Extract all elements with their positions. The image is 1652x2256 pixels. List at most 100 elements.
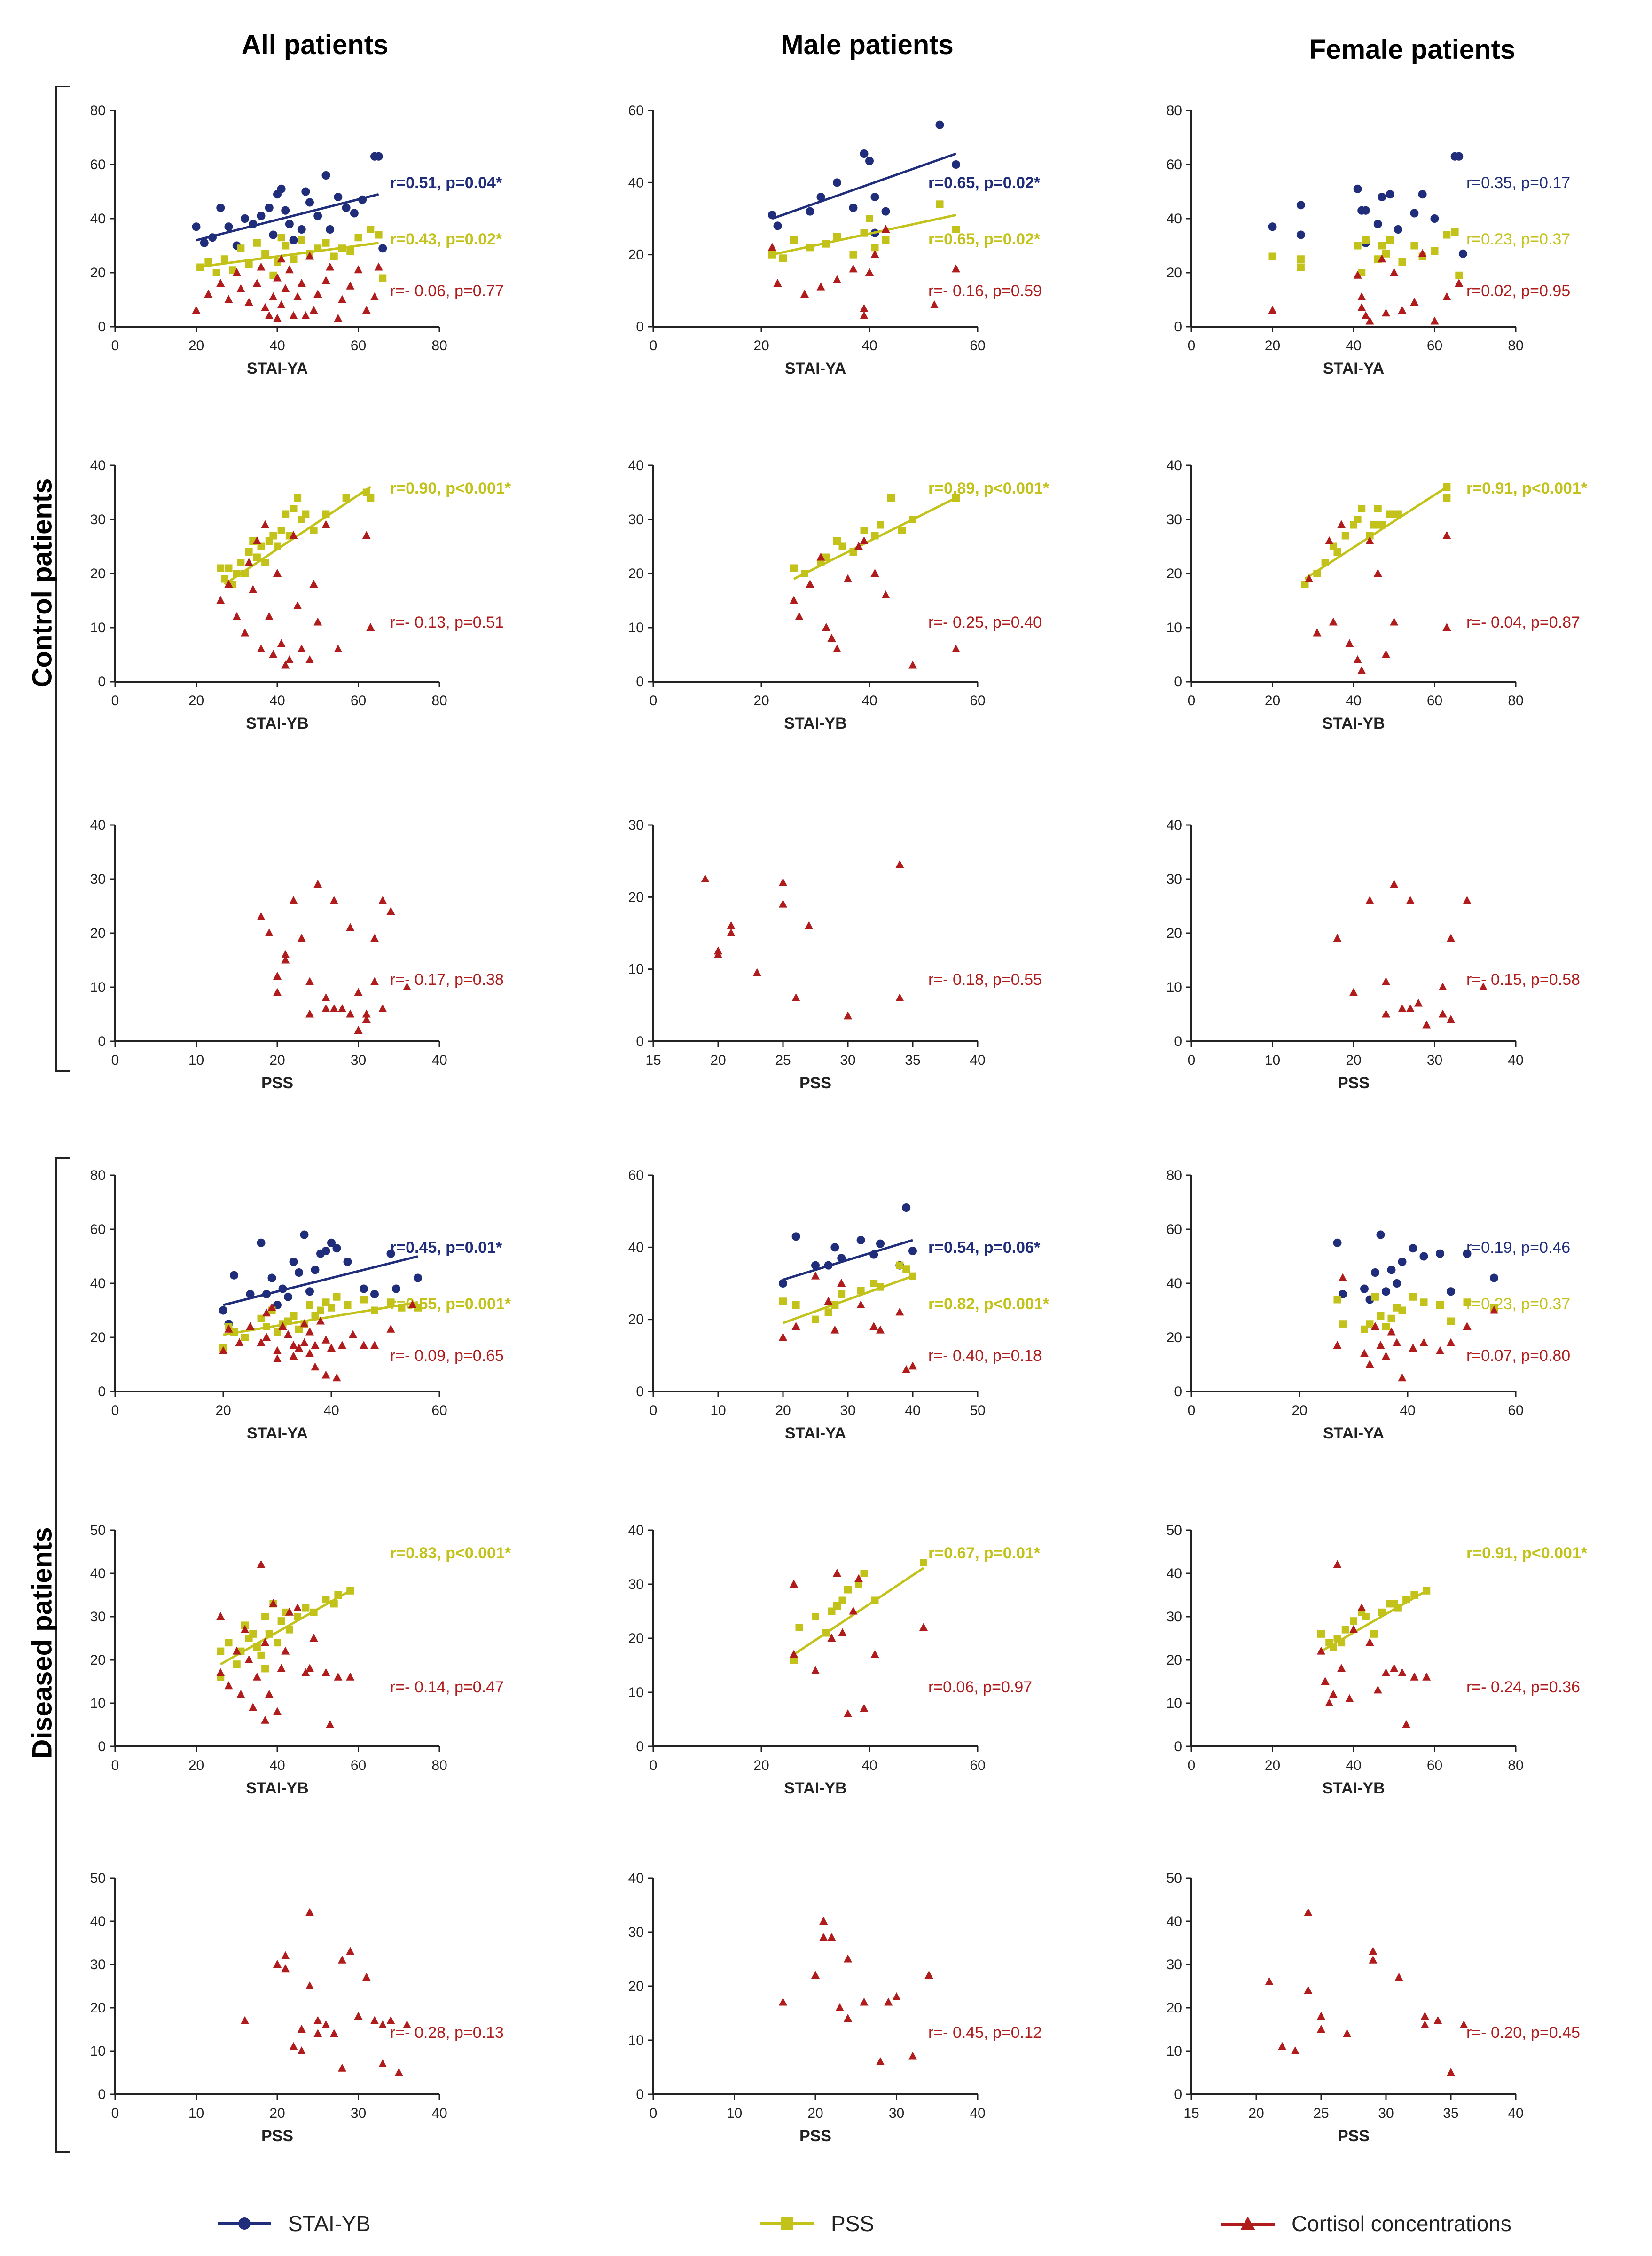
point-cortisol — [300, 1338, 309, 1346]
point-cortisol — [806, 580, 814, 588]
stat-label-stai-yb: r=0.51, p=0.04* — [390, 174, 502, 192]
point-pss — [790, 564, 798, 572]
point-pss — [871, 244, 879, 252]
point-pss — [257, 1651, 265, 1659]
x-tick-label: 35 — [1443, 2106, 1458, 2121]
point-cortisol — [1333, 1560, 1342, 1568]
point-cortisol — [370, 1341, 379, 1349]
point-cortisol — [811, 1971, 820, 1979]
x-tick-label: 20 — [188, 693, 204, 708]
stat-label-cortisol: r=0.06, p=0.97 — [928, 1678, 1032, 1696]
y-tick-label: 40 — [90, 1276, 106, 1291]
point-stai-yb — [865, 157, 874, 165]
y-tick-label: 10 — [628, 620, 644, 636]
point-cortisol — [285, 1607, 294, 1616]
point-pss — [1436, 1301, 1444, 1309]
point-cortisol — [366, 623, 375, 631]
point-pss — [263, 1323, 270, 1330]
point-pss — [1329, 1643, 1337, 1651]
stat-label-pss: r=0.43, p=0.02* — [390, 230, 502, 248]
point-pss — [1350, 1617, 1357, 1625]
x-tick-label: 80 — [431, 338, 447, 354]
y-tick-label: 40 — [628, 175, 644, 190]
point-cortisol — [305, 1908, 314, 1916]
point-cortisol — [313, 2016, 322, 2024]
point-cortisol — [1373, 1685, 1382, 1694]
point-stai-yb — [332, 1244, 341, 1253]
point-cortisol — [334, 645, 343, 652]
panel-3-1: 0 10 20 30 40 0 10 20 30 40 PSS r=- 0.17, p=0.38 — [90, 818, 504, 1092]
y-tick-label: 30 — [1167, 872, 1182, 887]
point-pss — [220, 255, 228, 263]
point-cortisol — [326, 1720, 335, 1728]
y-tick-label: 20 — [628, 889, 644, 905]
point-cortisol — [805, 921, 814, 929]
y-tick-label: 0 — [636, 1384, 644, 1399]
point-cortisol — [252, 1672, 261, 1681]
point-cortisol — [1398, 1004, 1407, 1012]
point-pss — [237, 559, 245, 566]
point-pss — [831, 1301, 839, 1309]
point-pss — [870, 1280, 878, 1287]
point-cortisol — [790, 596, 798, 604]
legend-stai-yb-marker — [238, 2217, 251, 2230]
panel-4-2: 0 10 20 30 40 50 0 20 40 60 STAI-YA r=0.54, p=0.06*… — [628, 1168, 1049, 1442]
point-pss — [838, 1290, 846, 1298]
y-tick-label: 20 — [628, 247, 644, 263]
point-cortisol — [246, 1322, 255, 1330]
point-stai-yb — [1436, 1249, 1444, 1258]
stat-label-pss: r=0.90, p<0.001* — [390, 479, 511, 497]
point-stai-yb — [1430, 214, 1439, 223]
y-tick-label: 40 — [1167, 211, 1182, 227]
point-stai-yb — [1394, 225, 1402, 234]
point-pss — [887, 494, 895, 502]
point-pss — [898, 527, 906, 534]
point-cortisol — [216, 1668, 225, 1676]
point-cortisol — [881, 225, 890, 233]
point-cortisol — [338, 295, 346, 303]
point-cortisol — [362, 1015, 371, 1023]
point-cortisol — [300, 1319, 309, 1328]
point-cortisol — [1398, 306, 1407, 314]
point-cortisol — [321, 1668, 330, 1676]
point-cortisol — [860, 311, 869, 319]
point-pss — [860, 527, 868, 534]
x-axis-label: STAI-YB — [1322, 1779, 1385, 1797]
point-pss — [212, 269, 220, 276]
point-pss — [302, 510, 310, 518]
point-cortisol — [1442, 531, 1451, 539]
stat-label-pss: r=0.67, p=0.01* — [928, 1544, 1041, 1562]
x-tick-label: 20 — [1346, 1053, 1361, 1068]
point-cortisol — [1393, 1338, 1401, 1346]
point-stai-yb — [768, 211, 776, 220]
point-cortisol — [779, 899, 787, 908]
legend-cortisol: Cortisol concentrations — [1217, 2209, 1511, 2238]
point-cortisol — [1438, 983, 1447, 990]
x-axis-label: STAI-YB — [784, 715, 846, 732]
point-cortisol — [1325, 1698, 1334, 1706]
point-cortisol — [727, 928, 736, 936]
y-tick-label: 0 — [1174, 1034, 1182, 1049]
stat-label-pss: r=0.91, p<0.001* — [1466, 479, 1588, 497]
point-cortisol — [833, 1569, 841, 1577]
point-pss — [1297, 255, 1305, 263]
y-tick-label: 50 — [1167, 1523, 1182, 1538]
point-cortisol — [1361, 311, 1370, 319]
point-pss — [310, 527, 318, 534]
point-pss — [866, 215, 873, 222]
point-cortisol — [321, 520, 330, 528]
point-pss — [855, 1580, 862, 1588]
point-cortisol — [908, 660, 917, 669]
point-cortisol — [773, 279, 782, 287]
x-axis-label: STAI-YA — [247, 360, 308, 377]
point-cortisol — [860, 1997, 869, 2006]
point-cortisol — [338, 1955, 346, 1964]
point-cortisol — [281, 660, 290, 669]
point-pss — [274, 542, 281, 550]
x-tick-label: 0 — [650, 693, 658, 708]
x-tick-label: 25 — [775, 1053, 791, 1068]
y-tick-label: 20 — [90, 2000, 106, 2016]
point-pss — [282, 242, 290, 250]
point-pss — [414, 1304, 422, 1312]
point-cortisol — [309, 580, 318, 588]
